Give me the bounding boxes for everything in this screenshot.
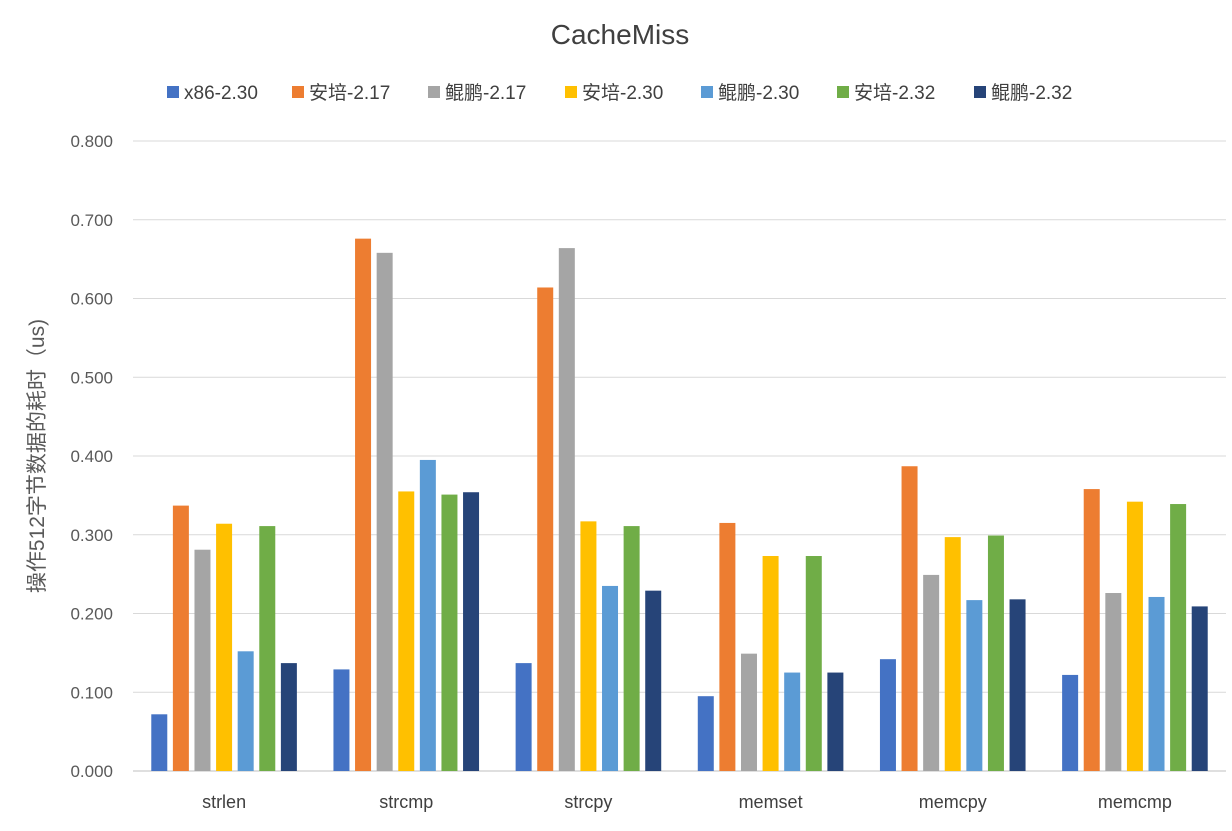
legend-item: 鲲鹏-2.17: [428, 82, 526, 104]
bar: [923, 574, 940, 771]
bar: [355, 238, 372, 771]
legend-swatch: [428, 86, 440, 98]
gridlines: [133, 140, 1226, 772]
bar: [1062, 674, 1079, 771]
bar: [537, 287, 554, 771]
x-axis: strlen strcmp strcpy memset memcpy memcmp: [202, 792, 1172, 812]
legend-item: 安培-2.32: [837, 82, 935, 104]
legend-swatch: [565, 86, 577, 98]
bar: [719, 522, 736, 771]
bar: [602, 585, 619, 771]
x-tick-label: strcmp: [379, 792, 433, 812]
legend-swatch: [292, 86, 304, 98]
bar: [827, 672, 844, 771]
x-tick-label: memcmp: [1098, 792, 1172, 812]
bar: [216, 523, 233, 771]
bar: [151, 714, 168, 771]
y-tick-label: 0.300: [70, 526, 113, 545]
bar: [901, 466, 918, 771]
bar: [463, 492, 480, 771]
bar: [1105, 593, 1122, 771]
legend: x86-2.30 安培-2.17 鲲鹏-2.17 安培-2.30 鲲鹏-2.30 安培-2…: [167, 82, 1072, 104]
y-tick-label: 0.500: [70, 368, 113, 387]
bar: [944, 537, 961, 771]
legend-label: 鲲鹏-2.30: [718, 82, 799, 104]
legend-item: 安培-2.30: [565, 82, 663, 104]
bar: [762, 556, 779, 771]
bar: [740, 653, 757, 771]
bar: [645, 590, 662, 771]
bar: [697, 696, 714, 771]
bar: [376, 252, 393, 771]
y-tick-label: 0.800: [70, 132, 113, 151]
legend-item: 鲲鹏-2.30: [701, 82, 799, 104]
bar: [398, 491, 415, 771]
bar: [1170, 504, 1187, 771]
bar: [1191, 606, 1208, 771]
legend-item: x86-2.30: [167, 83, 258, 104]
bar: [194, 549, 211, 771]
y-tick-label: 0.700: [70, 211, 113, 230]
bar: [515, 663, 532, 771]
legend-label: 安培-2.30: [582, 82, 663, 104]
legend-label: 安培-2.17: [309, 82, 390, 104]
bars: [151, 238, 1208, 772]
legend-label: 鲲鹏-2.17: [445, 82, 526, 104]
y-tick-label: 0.600: [70, 290, 113, 309]
legend-label: 安培-2.32: [854, 82, 935, 104]
bar: [441, 494, 458, 771]
legend-label: x86-2.30: [184, 83, 258, 104]
y-axis: 0.000 0.100 0.200 0.300 0.400 0.500 0.600 0.700…: [70, 132, 113, 781]
bar: [1148, 596, 1165, 771]
bar: [333, 669, 350, 771]
bar: [558, 248, 575, 772]
y-tick-label: 0.400: [70, 447, 113, 466]
bar: [419, 459, 436, 771]
chart-title: CacheMiss: [551, 19, 689, 50]
bar: [172, 505, 189, 771]
x-tick-label: strlen: [202, 792, 246, 812]
bar: [623, 526, 640, 771]
y-tick-label: 0.000: [70, 762, 113, 781]
bar: [1083, 489, 1100, 771]
bar: [784, 672, 801, 771]
legend-label: 鲲鹏-2.32: [991, 82, 1072, 104]
bar: [259, 526, 276, 771]
legend-swatch: [837, 86, 849, 98]
y-axis-label: 操作512字节数据的耗时（us): [26, 319, 49, 593]
legend-swatch: [974, 86, 986, 98]
bar: [237, 651, 254, 771]
legend-swatch: [701, 86, 713, 98]
bar: [1009, 599, 1026, 771]
bar: [580, 521, 597, 771]
bar: [280, 663, 297, 771]
bar: [805, 556, 822, 771]
bar: [987, 535, 1004, 771]
x-tick-label: memcpy: [919, 792, 987, 812]
legend-item: 鲲鹏-2.32: [974, 82, 1072, 104]
x-tick-label: memset: [739, 792, 803, 812]
bar: [966, 600, 983, 771]
y-tick-label: 0.200: [70, 605, 113, 624]
bar: [1126, 501, 1143, 771]
y-tick-label: 0.100: [70, 683, 113, 702]
legend-item: 安培-2.17: [292, 82, 390, 104]
bar: [879, 659, 896, 771]
legend-swatch: [167, 86, 179, 98]
x-tick-label: strcpy: [564, 792, 612, 812]
